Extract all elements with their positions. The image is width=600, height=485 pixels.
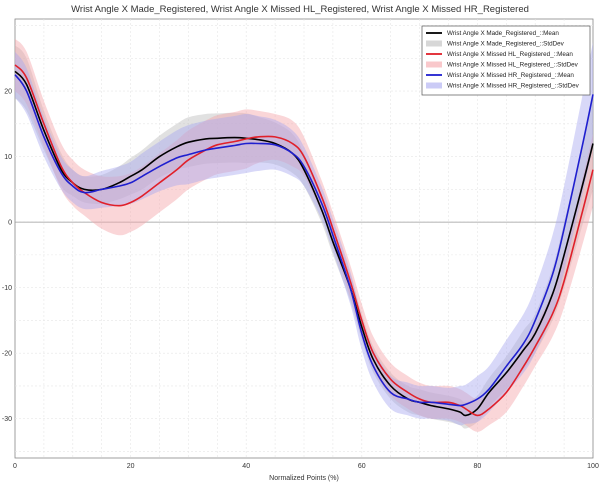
- legend-entry-mean: Wrist Angle X Made_Registered_::Mean: [447, 30, 559, 37]
- legend-swatch-std: [426, 40, 442, 47]
- x-axis-label: Normalized Points (%): [269, 475, 339, 482]
- y-tick-label: -10: [2, 285, 12, 292]
- legend-box: [421, 25, 591, 96]
- chart-title: Wrist Angle X Made_Registered, Wrist Ang…: [71, 4, 529, 15]
- legend-entry-std: Wrist Angle X Made_Registered_::StdDev: [447, 41, 565, 48]
- legend-swatch-std: [426, 61, 442, 68]
- legend-entry-std: Wrist Angle X Missed HL_Registered_::Std…: [447, 62, 579, 69]
- legend-entry-mean: Wrist Angle X Missed HL_Registered_::Mea…: [447, 51, 573, 58]
- x-tick-label: 40: [242, 463, 250, 470]
- x-tick-label: 100: [587, 463, 599, 470]
- legend-entry-mean: Wrist Angle X Missed HR_Registered_::Mea…: [447, 72, 574, 79]
- y-tick-labels: -30 -20 -10 0 10 20: [2, 89, 12, 424]
- mean-line-1: [14, 64, 594, 417]
- mean-line-2: [14, 74, 594, 407]
- mean-line-0: [14, 70, 594, 417]
- y-tick-label: -20: [2, 351, 12, 358]
- y-tick-label: -30: [2, 416, 12, 423]
- y-tick-label: 0: [8, 220, 12, 227]
- x-tick-label: 0: [13, 463, 17, 470]
- y-tick-label: 10: [4, 154, 12, 161]
- x-tick-label: 20: [127, 463, 135, 470]
- y-tick-label: 20: [4, 89, 12, 96]
- legend-entry-std: Wrist Angle X Missed HR_Registered_::Std…: [447, 83, 580, 90]
- legend: Wrist Angle X Made_Registered_::MeanWris…: [421, 25, 591, 96]
- x-tick-labels: 0 20 40 60 80 100: [13, 463, 599, 470]
- x-tick-label: 60: [358, 463, 366, 470]
- legend-swatch-std: [426, 82, 442, 89]
- std-bands: [15, 38, 593, 432]
- mean-lines: [14, 64, 594, 417]
- std-band-0: [15, 45, 593, 429]
- x-tick-label: 80: [474, 463, 482, 470]
